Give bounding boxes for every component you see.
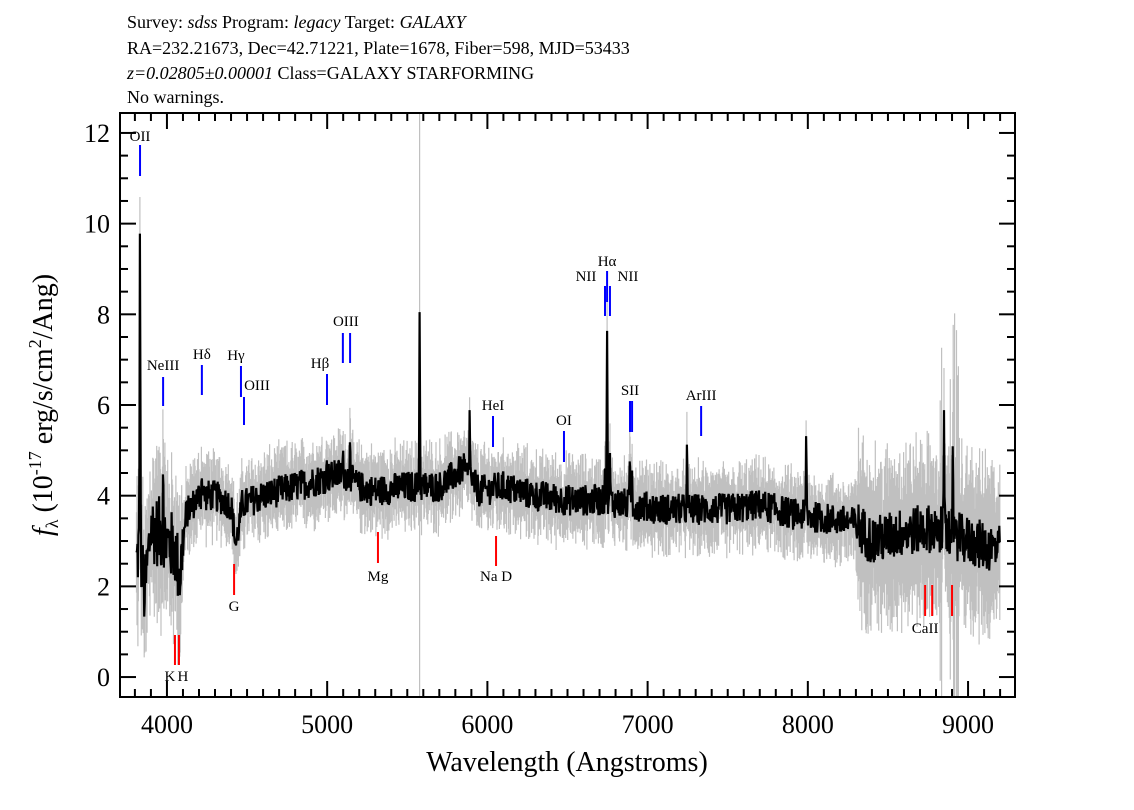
line-marker-oiii: OIII: [243, 378, 270, 425]
line-marker-sii: SII: [621, 383, 639, 432]
x-axis-label: Wavelength (Angstroms): [426, 747, 708, 778]
x-tick-label: 5000: [301, 710, 353, 739]
flux-spectrum: [135, 233, 1001, 617]
line-marker-caii: CaII: [912, 585, 954, 637]
x-tick-label: 4000: [141, 710, 193, 739]
marker-label: NeIII: [147, 358, 179, 374]
error-spectrum: [135, 113, 1001, 697]
header-line-1: Survey: sdss Program: legacy Target: GAL…: [127, 12, 466, 32]
y-tick-label: 2: [97, 572, 110, 601]
x-tick-label: 6000: [461, 710, 513, 739]
marker-label: ArIII: [686, 388, 717, 404]
target-label: Target:: [344, 12, 396, 32]
line-marker-g: G: [229, 564, 240, 615]
marker-label: OII: [130, 129, 151, 145]
line-marker-nii: NII: [608, 269, 639, 316]
marker-label: G: [229, 599, 240, 615]
marker-label: Hβ: [311, 356, 329, 372]
line-marker-hγ: Hγ: [227, 348, 245, 397]
marker-label: HeI: [482, 398, 505, 414]
marker-label: Hγ: [227, 348, 245, 364]
survey-label: Survey:: [127, 12, 183, 32]
program-label: Program:: [222, 12, 290, 32]
x-tick-label: 8000: [782, 710, 834, 739]
marker-label: Hδ: [193, 347, 211, 363]
y-tick-label: 6: [97, 391, 110, 420]
y-axis-label: fλ (10-17 erg/s/cm2/Ang): [25, 274, 62, 536]
survey-value: sdss: [187, 12, 218, 32]
marker-label: NII: [576, 269, 597, 285]
y-tick-label: 0: [97, 663, 110, 692]
line-marker-ariii: ArIII: [686, 388, 717, 436]
line-marker-mg: Mg: [368, 532, 389, 585]
line-marker-neiii: NeIII: [147, 358, 179, 406]
program-value: legacy: [293, 12, 341, 32]
x-tick-label: 9000: [942, 710, 994, 739]
marker-label: H: [178, 669, 189, 685]
marker-label: CaII: [912, 621, 939, 637]
marker-label: OIII: [333, 314, 359, 330]
axes: 4000 5000 6000 7000 8000 9000 0 2 4 6 8 10 12 Wavelen…: [25, 112, 1016, 778]
line-marker-hα: Hα: [598, 254, 617, 302]
marker-label: K: [165, 669, 176, 685]
header-line-2: RA=232.21673, Dec=42.71221, Plate=1678, …: [127, 38, 630, 58]
error-band: [135, 113, 1001, 697]
marker-label: Na D: [480, 569, 512, 585]
line-marker-hβ: Hβ: [311, 356, 329, 405]
marker-label: Mg: [368, 569, 389, 585]
line-marker-oi: OI: [556, 413, 572, 462]
y-tick-label: 8: [97, 300, 110, 329]
line-marker-hδ: Hδ: [193, 347, 211, 395]
y-tick-label: 12: [84, 119, 110, 148]
line-marker-na-d: Na D: [480, 536, 512, 585]
marker-label: NII: [618, 269, 639, 285]
line-marker-oiii: OIII: [333, 314, 359, 363]
marker-label: OI: [556, 413, 572, 429]
line-marker-h: H: [178, 635, 189, 685]
line-marker-oii: OII: [130, 129, 151, 176]
header-line-4: No warnings.: [127, 87, 224, 107]
class: Class=GALAXY STARFORMING: [277, 63, 535, 83]
redshift: z=0.02805±0.00001: [127, 63, 274, 83]
line-marker-hei: HeI: [482, 398, 505, 447]
y-tick-label: 4: [97, 482, 110, 511]
header-line-3: z=0.02805±0.00001 Class=GALAXY STARFORMI…: [127, 63, 534, 83]
marker-label: SII: [621, 383, 639, 399]
marker-label: Hα: [598, 254, 617, 270]
y-tick-label: 10: [84, 210, 110, 239]
line-marker-k: K: [165, 635, 176, 685]
line-marker-nii: NII: [576, 269, 606, 316]
target-value: GALAXY: [399, 12, 466, 32]
marker-label: OIII: [244, 378, 270, 394]
x-tick-label: 7000: [622, 710, 674, 739]
